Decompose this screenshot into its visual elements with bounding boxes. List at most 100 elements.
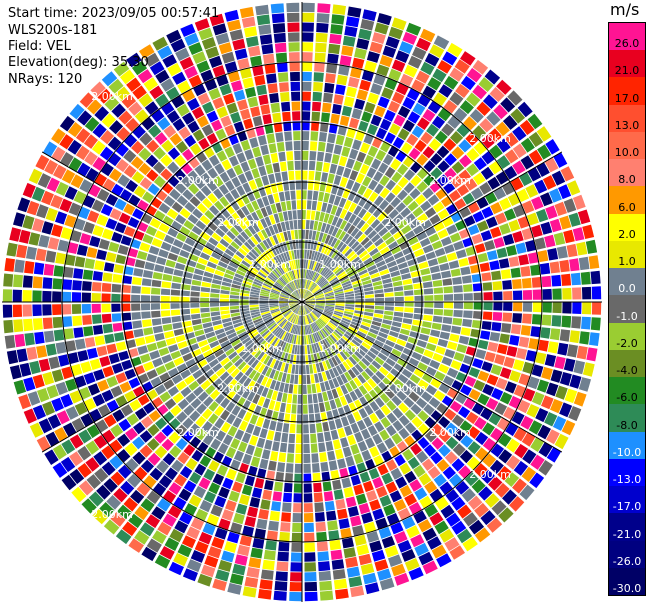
range-gate [55, 181, 69, 196]
range-gate [375, 149, 387, 162]
range-gate [580, 271, 591, 285]
range-gate [203, 491, 217, 504]
range-gate [493, 302, 503, 311]
range-gate [313, 72, 324, 82]
range-gate [376, 335, 386, 343]
range-gate [460, 384, 472, 396]
range-gate [29, 360, 41, 375]
range-gate [293, 483, 302, 493]
range-gate [124, 368, 137, 380]
range-gate [482, 282, 493, 291]
range-gate [328, 248, 336, 257]
range-gate [315, 305, 325, 309]
range-gate [411, 416, 423, 428]
range-gate [310, 271, 316, 281]
colorbar: 26.0 21.0 17.0 13.0 10.0 8.0 6.0 2.0 1.0 0.0 -1.0-… [608, 22, 646, 596]
range-gate [472, 283, 483, 292]
range-gate [179, 208, 191, 219]
range-gate [142, 233, 154, 244]
range-gate [263, 283, 272, 289]
range-gate [314, 293, 324, 298]
range-gate [302, 22, 314, 32]
range-gate [175, 438, 188, 451]
range-gate [507, 90, 523, 106]
range-gate [207, 336, 218, 344]
range-gate [242, 453, 252, 465]
range-gate [389, 383, 400, 395]
range-gate [322, 313, 331, 320]
range-gate [262, 239, 270, 249]
range-gate [293, 305, 300, 313]
range-gate [337, 427, 346, 439]
colorbar-segment [609, 213, 645, 242]
range-gate [361, 341, 371, 350]
range-gate [323, 288, 333, 294]
range-gate [366, 215, 376, 226]
range-gate [223, 93, 235, 105]
range-gate [544, 157, 559, 173]
range-gate [115, 158, 129, 173]
range-gate [97, 379, 110, 392]
range-gate [274, 315, 283, 322]
range-gate [375, 297, 385, 302]
range-gate [254, 477, 265, 489]
range-gate [417, 213, 428, 224]
range-gate [172, 71, 187, 85]
range-gate [51, 224, 63, 238]
range-gate [333, 312, 343, 317]
range-gate [403, 182, 415, 194]
range-gate [211, 251, 222, 260]
range-gate [265, 345, 273, 355]
range-gate [273, 327, 281, 336]
range-gate [259, 241, 268, 251]
range-gate [403, 397, 415, 408]
range-gate [84, 151, 98, 166]
range-gate [228, 261, 239, 269]
range-gate [225, 328, 236, 336]
range-gate [281, 101, 291, 112]
range-gate [437, 338, 448, 348]
range-gate [278, 452, 287, 463]
range-gate [184, 32, 200, 46]
range-gate [237, 220, 247, 230]
range-gate [220, 409, 230, 421]
range-gate [317, 253, 323, 263]
range-gate [317, 372, 324, 383]
range-gate [109, 455, 124, 470]
range-gate [316, 320, 323, 329]
range-gate [191, 319, 202, 326]
range-gate [459, 154, 472, 168]
range-gate [437, 60, 452, 74]
range-gate [466, 67, 482, 83]
range-gate [281, 331, 287, 340]
range-gate [293, 131, 301, 141]
range-gate [244, 228, 253, 238]
range-gate [290, 296, 299, 301]
range-gate [530, 326, 541, 338]
range-gate [141, 311, 151, 319]
range-gate [363, 416, 373, 428]
range-gate [261, 287, 271, 292]
range-gate [467, 255, 479, 265]
range-gate [191, 449, 204, 462]
range-gate [237, 99, 249, 111]
range-gate [418, 261, 429, 270]
range-gate [131, 60, 148, 76]
range-gate [290, 81, 300, 92]
range-gate [310, 312, 317, 321]
range-gate [303, 305, 308, 315]
range-gate [161, 317, 172, 325]
range-gate [538, 460, 553, 476]
range-gate [297, 219, 302, 229]
range-gate [319, 452, 328, 462]
range-gate [460, 327, 471, 336]
range-gate [320, 382, 326, 392]
range-gate [205, 331, 216, 339]
range-gate [318, 242, 324, 252]
range-gate [333, 94, 344, 105]
range-gate [325, 370, 332, 380]
range-ring-label: 2.00km [469, 468, 511, 481]
range-gate [201, 281, 212, 288]
range-gate [288, 313, 295, 322]
range-gate [442, 278, 453, 286]
